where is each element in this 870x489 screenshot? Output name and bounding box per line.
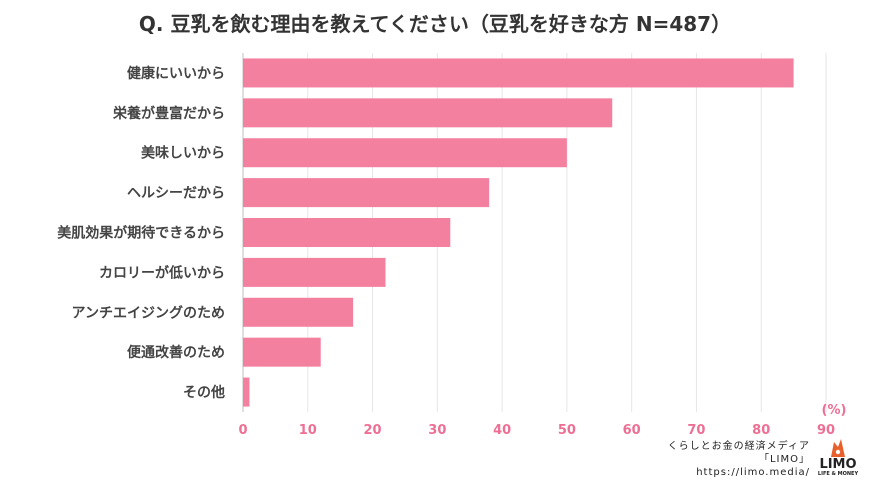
bar [243,257,386,287]
x-tick-label: 70 [687,423,705,438]
bars [243,58,794,407]
bar [243,337,321,367]
category-label: ヘルシーだから [127,186,225,202]
logo-name: LIMO [819,457,857,472]
bar [243,377,250,407]
chart-title: Q. 豆乳を飲む理由を教えてください（豆乳を好きな方 N=487） [138,12,732,36]
bar [243,138,567,168]
category-label: 便通改善のため [127,344,225,361]
x-tick-label: 90 [817,423,835,438]
source-credit: くらしとお金の経済メディア 「LIMO」 https://limo.media/ [640,440,810,479]
bar [243,98,613,128]
credit-line-1: くらしとお金の経済メディア [667,441,810,452]
bar [243,297,354,327]
x-tick-label: 80 [752,423,770,438]
credit-url: https://limo.media/ [696,467,810,478]
x-tick-label: 10 [299,423,317,438]
credit-line-2: 「LIMO」 [758,454,810,465]
category-labels: 健康にいいから栄養が豊富だから美味しいからヘルシーだから美肌効果が期待できるから… [57,65,225,401]
x-tick-label: 20 [364,423,382,438]
x-tick-label: 0 [238,423,247,438]
category-label: その他 [183,384,225,401]
x-tick-label: 30 [428,423,446,438]
bar [243,178,490,208]
x-tick-labels: 0 10 20 30 40 50 60 70 80 90 [238,423,835,438]
x-axis-unit-label: (%) [822,403,847,418]
category-label: カロリーが低いから [99,264,225,281]
category-label: 健康にいいから [127,65,225,82]
category-label: アンチエイジングのため [72,304,225,321]
limo-logo: LIMO LIFE & MONEY [812,438,864,484]
bar [243,218,451,247]
bar [243,58,794,88]
category-label: 美肌効果が期待できるから [57,225,225,242]
limo-logo-mark-icon [831,439,845,457]
x-tick-label: 60 [623,423,641,438]
category-label: 美味しいから [141,145,225,162]
category-label: 栄養が豊富だから [112,105,225,122]
x-tick-label: 50 [558,423,576,438]
logo-tagline: LIFE & MONEY [817,471,859,477]
x-tick-label: 40 [493,423,511,438]
